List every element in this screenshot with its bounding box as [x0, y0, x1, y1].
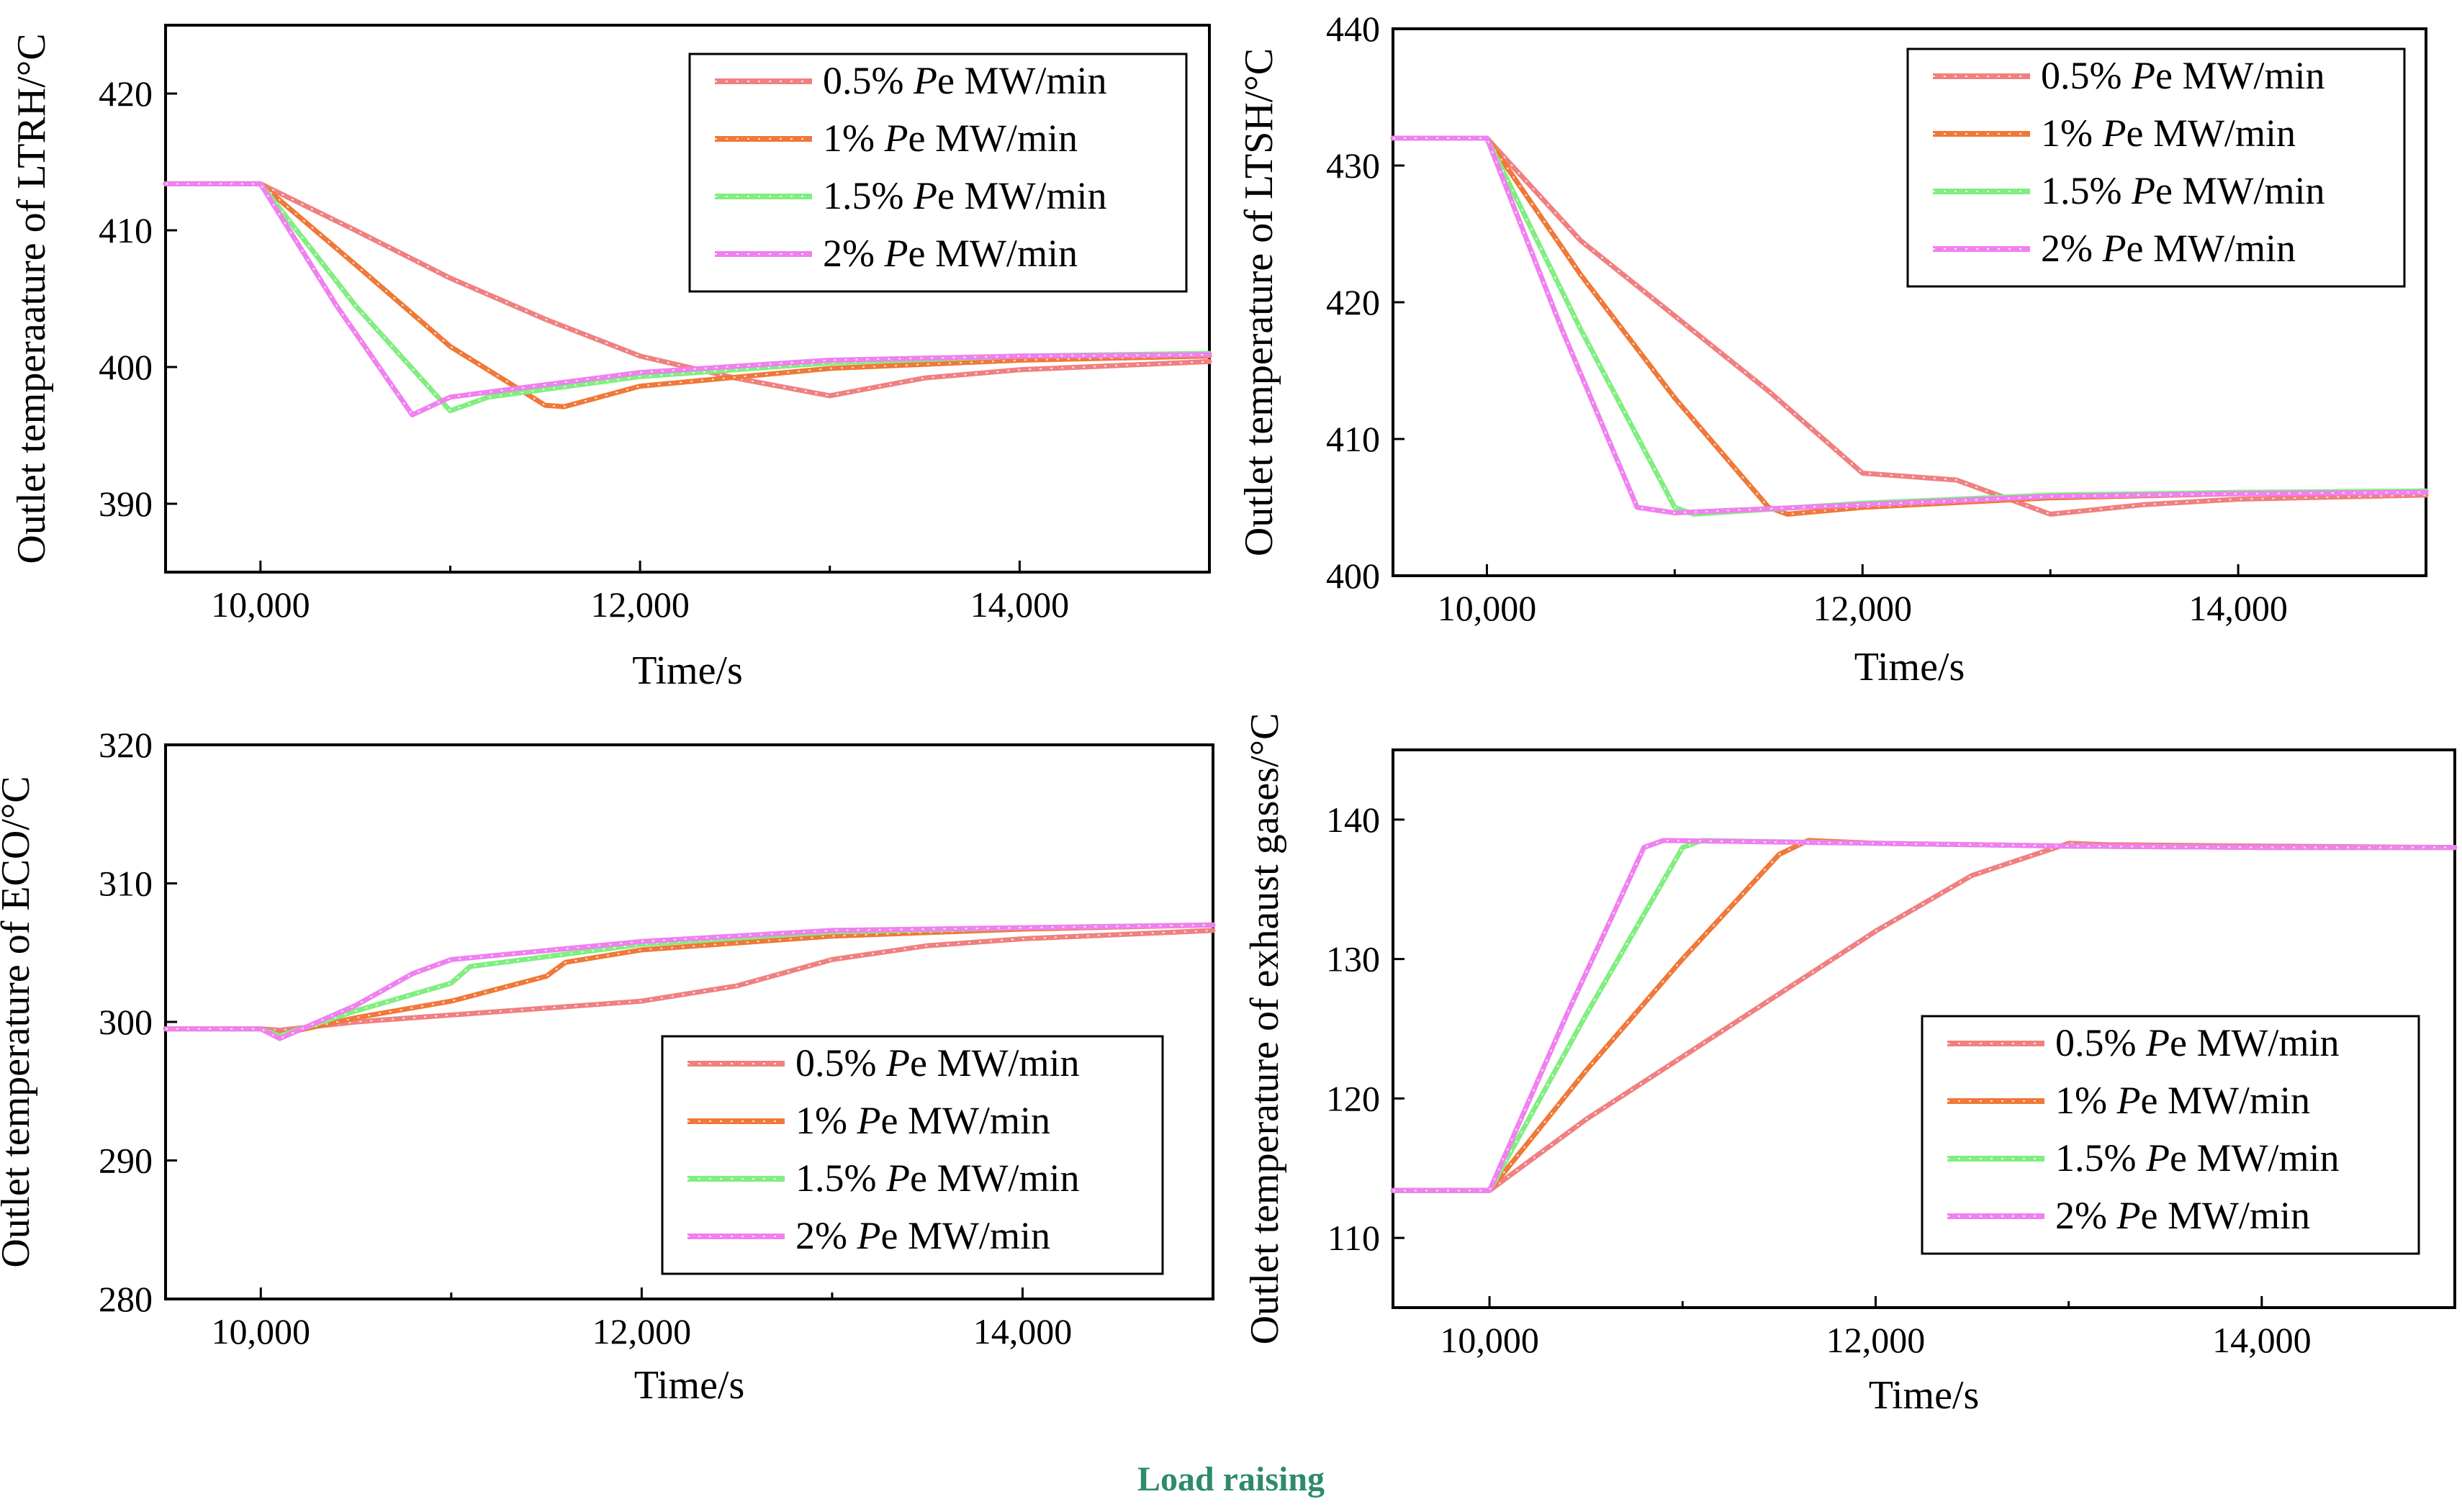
exhaust-plot-frame	[1392, 748, 2456, 1309]
exhaust-xtick-label: 10,000	[1440, 1320, 1539, 1360]
eco-series-line-3	[163, 922, 1216, 1041]
exhaust-y-axis-label: Outlet temperature of exhaust gases/°C	[1243, 713, 1287, 1345]
exhaust-ytick-label: 120	[1326, 1078, 1380, 1118]
ltrh-ytick-label: 420	[99, 73, 153, 114]
ltrh-ytick-label: 390	[99, 484, 153, 524]
eco-ytick-label: 310	[99, 864, 153, 904]
ltsh-legend-label-3: 2% Pe MW/min	[2041, 227, 2296, 270]
eco-x-axis-label: Time/s	[634, 1363, 745, 1408]
eco-ytick-label: 280	[99, 1279, 153, 1319]
ltrh-ytick-label: 400	[99, 347, 153, 387]
exhaust-legend-label-0: 0.5% Pe MW/min	[2055, 1021, 2339, 1064]
ltsh-ytick-label: 430	[1326, 145, 1380, 186]
figure-caption: Load raising	[1137, 1460, 1325, 1498]
eco-y-axis-label: Outlet temperature of ECO/°C	[0, 776, 38, 1267]
exhaust-xtick-label: 14,000	[2212, 1320, 2312, 1360]
eco-legend-label-1: 1% Pe MW/min	[795, 1099, 1050, 1142]
ltsh-xtick-label: 12,000	[1813, 588, 1913, 628]
ltsh-legend-label-1: 1% Pe MW/min	[2041, 112, 2296, 155]
eco-ytick-label: 300	[99, 1002, 153, 1042]
exhaust-legend-label-1: 1% Pe MW/min	[2055, 1079, 2310, 1122]
ltrh-legend-label-1: 1% Pe MW/min	[823, 117, 1078, 160]
ltsh-ytick-label: 400	[1326, 556, 1380, 596]
eco-series-line-0	[163, 928, 1216, 1033]
ltsh-ytick-label: 410	[1326, 419, 1380, 459]
ltsh-ytick-label: 420	[1326, 282, 1380, 322]
ltsh-y-axis-label: Outlet temperature of LTSH/°C	[1237, 48, 1281, 556]
exhaust-ytick-label: 110	[1327, 1218, 1380, 1258]
ltsh-xtick-label: 10,000	[1438, 588, 1537, 628]
ltrh-series-line-0	[163, 181, 1212, 399]
eco-ytick-label: 320	[99, 725, 153, 765]
exhaust-ytick-label: 130	[1326, 939, 1380, 979]
ltrh-legend-label-3: 2% Pe MW/min	[823, 232, 1078, 275]
eco-ytick-label: 290	[99, 1141, 153, 1181]
eco-xtick-label: 10,000	[212, 1311, 311, 1352]
ltsh-xtick-label: 14,000	[2188, 588, 2288, 628]
ltsh-x-axis-label: Time/s	[1854, 645, 1965, 689]
exhaust-x-axis-label: Time/s	[1869, 1373, 1980, 1418]
eco-legend-label-3: 2% Pe MW/min	[795, 1214, 1050, 1257]
eco-xtick-label: 14,000	[973, 1311, 1073, 1352]
ltsh-legend-label-2: 1.5% Pe MW/min	[2041, 169, 2325, 212]
ltrh-legend-label-2: 1.5% Pe MW/min	[823, 174, 1106, 217]
ltrh-xtick-label: 12,000	[590, 584, 690, 625]
exhaust-xtick-label: 12,000	[1826, 1320, 1926, 1360]
exhaust-legend-label-3: 2% Pe MW/min	[2055, 1194, 2310, 1237]
eco-xtick-label: 12,000	[592, 1311, 692, 1352]
exhaust-ytick-label: 140	[1326, 800, 1380, 840]
ltrh-y-axis-label: Outlet temperaature of LTRH/°C	[9, 33, 54, 563]
exhaust-series-markers-3	[1393, 839, 2455, 1192]
eco-legend-label-0: 0.5% Pe MW/min	[795, 1041, 1079, 1085]
ltrh-legend-label-0: 0.5% Pe MW/min	[823, 59, 1106, 102]
ltrh-xtick-label: 14,000	[970, 584, 1070, 625]
ltsh-ytick-label: 440	[1326, 9, 1380, 49]
ltrh-x-axis-label: Time/s	[632, 648, 743, 693]
ltrh-plot-frame	[164, 24, 1211, 574]
ltrh-series-markers-1	[166, 183, 1210, 408]
exhaust-legend-label-2: 1.5% Pe MW/min	[2055, 1136, 2339, 1180]
eco-legend-label-2: 1.5% Pe MW/min	[795, 1156, 1079, 1200]
ltrh-ytick-label: 410	[99, 210, 153, 250]
ltsh-series-markers-3	[1393, 137, 2427, 514]
ltrh-series-line-3	[163, 181, 1212, 417]
ltsh-legend-label-0: 0.5% Pe MW/min	[2041, 54, 2325, 97]
ltrh-xtick-label: 10,000	[211, 584, 310, 625]
ltsh-series-markers-0	[1393, 137, 2427, 515]
